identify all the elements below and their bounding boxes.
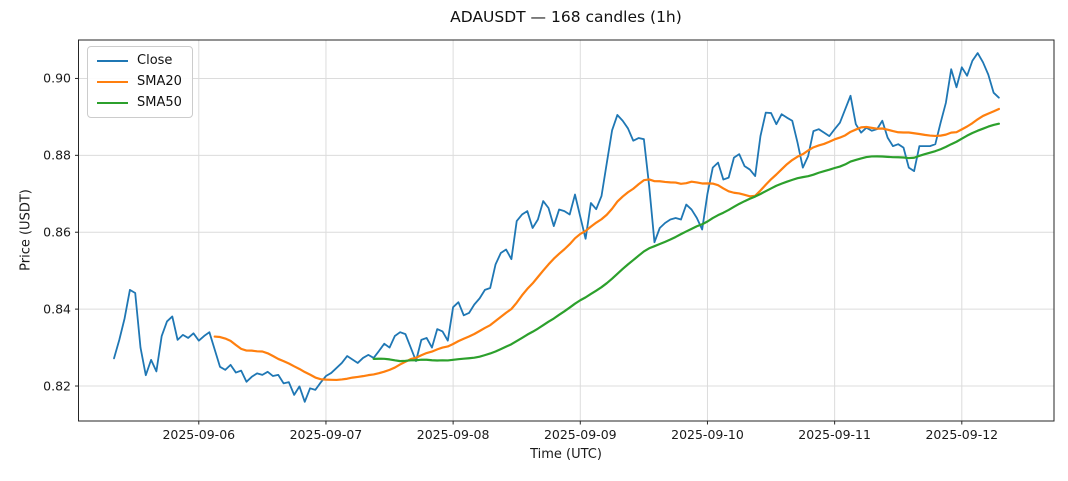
sma20-line (213, 107, 1000, 382)
y-axis-label: Price (USDT) (18, 189, 34, 271)
sma50-line (372, 122, 1000, 363)
close-line (113, 52, 1000, 403)
x-tick-label: 2025-09-06 (162, 427, 236, 442)
legend-item-sma20: SMA20 (97, 73, 182, 90)
y-tick-label: 0.88 (43, 147, 71, 163)
x-tick-label: 2025-09-10 (671, 427, 744, 442)
legend-line-swatch-sma20 (97, 80, 128, 83)
legend-line-swatch-sma50 (97, 101, 128, 104)
x-tick-label: 2025-09-11 (798, 427, 871, 442)
legend-label-close: Close (137, 53, 173, 68)
legend-item-close: Close (97, 52, 182, 69)
chart-title: ADAUSDT — 168 candles (1h) (450, 8, 682, 26)
legend: Close SMA20 SMA50 (87, 46, 193, 118)
y-tick-label: 0.86 (43, 224, 71, 240)
x-axis-label: Time (UTC) (530, 447, 602, 462)
x-tick-label: 2025-09-12 (925, 427, 999, 442)
y-tick-label: 0.82 (43, 378, 71, 394)
legend-label-sma20: SMA20 (137, 74, 182, 89)
plot-border (78, 39, 1055, 422)
x-tick-label: 2025-09-07 (289, 427, 363, 442)
y-tick-label: 0.84 (43, 301, 71, 317)
legend-line-swatch-close (97, 59, 128, 62)
x-tick-label: 2025-09-09 (543, 427, 617, 442)
x-tick-label: 2025-09-08 (416, 427, 490, 442)
legend-item-sma50: SMA50 (97, 94, 182, 111)
legend-label-sma50: SMA50 (137, 95, 182, 110)
y-tick-label: 0.90 (43, 70, 71, 86)
